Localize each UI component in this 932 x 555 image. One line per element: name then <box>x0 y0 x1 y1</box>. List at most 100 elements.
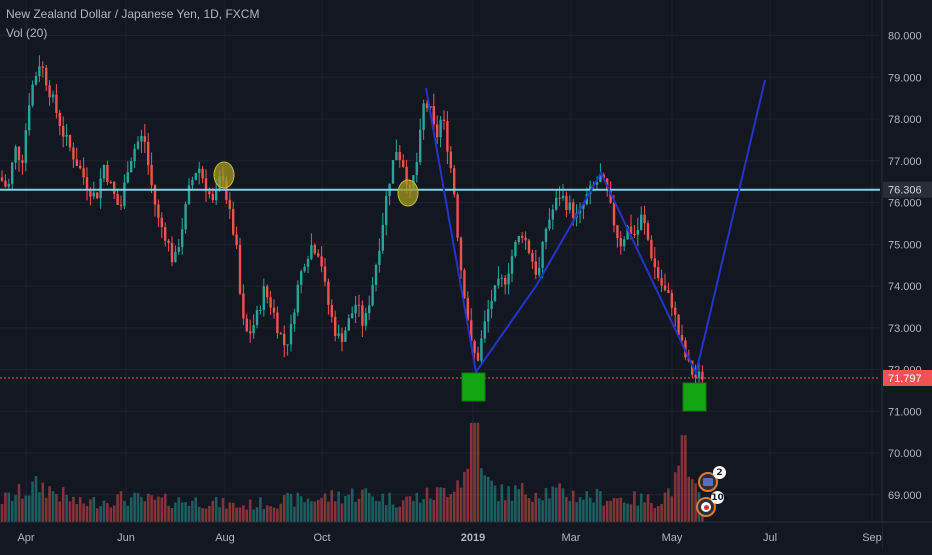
volume-bar <box>204 508 208 522</box>
candle-body <box>337 333 340 336</box>
candle-body <box>211 194 214 201</box>
volume-bar <box>51 491 55 522</box>
events-badge-count: 10 <box>711 491 724 504</box>
candle-body <box>58 112 61 126</box>
candle-body <box>347 318 350 331</box>
candle-body <box>198 168 201 174</box>
candle-body <box>354 304 357 314</box>
candle-body <box>157 204 160 218</box>
ellipse-2[interactable] <box>397 179 419 207</box>
news-badge[interactable]: 2 <box>698 466 726 494</box>
candle-body <box>215 190 218 201</box>
volume-bar <box>231 502 235 522</box>
volume-bar <box>503 500 507 522</box>
candle-body <box>456 194 459 238</box>
candle-body <box>561 195 565 199</box>
volume-bar <box>643 502 646 522</box>
volume-bar <box>316 499 320 522</box>
volume-bar <box>252 509 255 522</box>
volume-bar <box>558 483 561 522</box>
candle-body <box>79 165 82 169</box>
volume-bar <box>395 507 398 522</box>
candle-body <box>296 284 299 313</box>
candle-body <box>691 360 694 375</box>
candle-body <box>133 148 136 162</box>
volume-bar <box>612 498 616 522</box>
candle-body <box>293 312 296 325</box>
volume-bar <box>367 493 371 522</box>
volume-bar <box>520 482 524 522</box>
candle-body <box>34 76 38 85</box>
volume-bar <box>61 487 65 522</box>
volume-bar <box>418 502 422 522</box>
volume-bar <box>106 503 109 522</box>
volume-bar <box>4 492 7 522</box>
volume-bar <box>201 508 204 522</box>
candle-body <box>385 196 388 225</box>
volume-bar <box>242 505 245 522</box>
volume-bar <box>354 501 357 522</box>
candle-body <box>170 243 174 263</box>
volume-legend[interactable]: Vol (20) <box>6 26 48 40</box>
volume-bar <box>245 509 249 522</box>
volume-bar <box>320 497 323 522</box>
candle-body <box>623 239 626 247</box>
candle-body <box>636 229 639 235</box>
candle-body <box>548 219 551 229</box>
candle-body <box>439 119 442 138</box>
volume-bar <box>262 509 266 522</box>
volume-bar <box>140 496 143 522</box>
volume-bar <box>537 498 541 522</box>
candle-body <box>266 286 269 298</box>
candle-body <box>670 292 673 308</box>
candle-body <box>283 333 286 346</box>
candle-body <box>160 217 163 228</box>
drawings[interactable] <box>0 79 880 412</box>
volume-bar <box>112 505 116 522</box>
pattern-trendline[interactable] <box>425 79 766 377</box>
volume-bar <box>255 507 259 522</box>
volume-bar <box>673 472 677 522</box>
candle-body <box>62 125 65 137</box>
volume-bar <box>259 497 262 522</box>
left-bottom-box[interactable] <box>461 372 486 402</box>
volume-bar <box>670 496 674 522</box>
y-tick-label: 80.000 <box>888 31 922 43</box>
candle-body <box>51 94 55 98</box>
volume-bar <box>456 480 459 522</box>
volume-bar <box>449 494 453 522</box>
volume-bar <box>554 487 558 522</box>
volume-bar <box>174 502 177 522</box>
right-bottom-box[interactable] <box>682 382 707 412</box>
candle-body <box>181 229 184 248</box>
volume-bar <box>92 497 96 522</box>
volume-bar <box>361 489 364 522</box>
volume-bar <box>636 505 640 522</box>
candle-body <box>476 352 480 361</box>
y-tick-label: 74.000 <box>888 281 922 293</box>
events-badge[interactable]: 10 <box>696 491 724 519</box>
candle-body <box>99 178 102 199</box>
volume-bar <box>340 503 344 522</box>
symbol-legend[interactable]: New Zealand Dollar / Japanese Yen, 1D, F… <box>6 7 260 21</box>
volume-bar <box>129 497 133 522</box>
volume-bar <box>690 479 694 522</box>
volume-bar <box>75 504 79 522</box>
candle-body <box>249 331 252 334</box>
ellipse-1[interactable] <box>213 161 235 189</box>
volume-bar <box>272 507 276 522</box>
volume-bar <box>160 497 164 522</box>
candle-body <box>102 165 106 179</box>
candle-body <box>68 134 72 148</box>
candle-body <box>85 177 89 190</box>
candle-body <box>276 312 279 333</box>
volume-bar <box>616 498 619 522</box>
volume-bar <box>10 500 14 522</box>
volume-bar <box>633 491 636 522</box>
candle-body <box>21 160 24 163</box>
volume-bar <box>480 468 483 522</box>
candle-body <box>643 214 646 224</box>
candle-body <box>303 266 306 272</box>
